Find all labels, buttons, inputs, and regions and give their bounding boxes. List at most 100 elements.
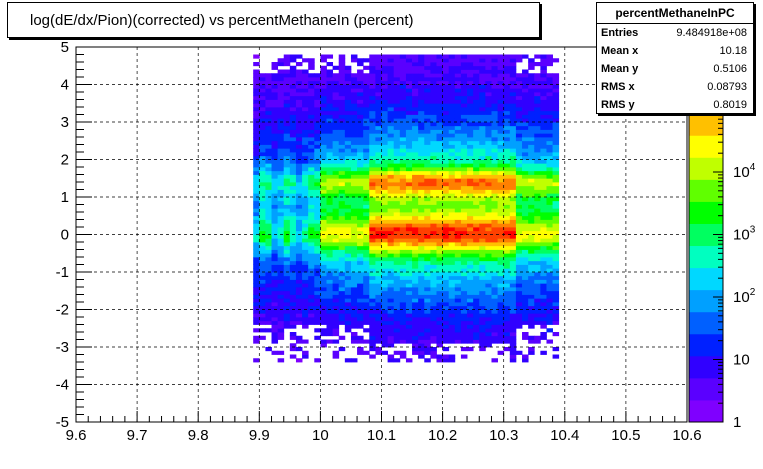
heatmap-cell bbox=[405, 223, 413, 228]
heatmap-cell bbox=[473, 80, 480, 85]
heatmap-cell bbox=[436, 324, 443, 329]
heatmap-cell bbox=[546, 174, 553, 179]
heatmap-cell bbox=[302, 317, 309, 322]
heatmap-cell bbox=[338, 110, 346, 115]
heatmap-cell bbox=[436, 110, 443, 115]
heatmap-cell bbox=[259, 249, 266, 254]
heatmap-cell bbox=[454, 159, 462, 164]
heatmap-cell bbox=[485, 260, 492, 265]
heatmap-cell bbox=[326, 242, 334, 247]
heatmap-cell bbox=[460, 133, 468, 138]
heatmap-cell bbox=[271, 122, 279, 127]
heatmap-cell bbox=[295, 290, 303, 295]
heatmap-cell bbox=[393, 178, 401, 183]
heatmap-cell bbox=[369, 92, 376, 97]
heatmap-cell bbox=[283, 144, 291, 149]
heatmap-cell bbox=[522, 208, 529, 213]
heatmap-cell bbox=[357, 159, 364, 164]
heatmap-cell bbox=[253, 122, 260, 127]
heatmap-cell bbox=[302, 302, 309, 307]
heatmap-cell bbox=[363, 99, 370, 104]
heatmap-cell bbox=[399, 272, 407, 277]
heatmap-cell bbox=[412, 92, 419, 97]
heatmap-cell bbox=[454, 170, 462, 175]
heatmap-cell bbox=[265, 103, 272, 108]
heatmap-cell bbox=[277, 167, 285, 172]
heatmap-cell bbox=[357, 92, 364, 97]
heatmap-cell bbox=[522, 80, 529, 85]
heatmap-cell bbox=[314, 155, 321, 160]
heatmap-cell bbox=[528, 65, 535, 70]
heatmap-cell bbox=[405, 197, 413, 202]
heatmap-cell bbox=[271, 290, 279, 295]
heatmap-cell bbox=[332, 88, 340, 93]
heatmap-cell bbox=[302, 148, 309, 153]
heatmap-cell bbox=[295, 84, 303, 89]
heatmap-cell bbox=[381, 253, 389, 258]
heatmap-cell bbox=[522, 185, 529, 190]
heatmap-cell bbox=[399, 215, 407, 220]
heatmap-cell bbox=[308, 73, 315, 78]
heatmap-cell bbox=[454, 320, 462, 325]
heatmap-cell bbox=[448, 73, 456, 78]
heatmap-cell bbox=[393, 230, 401, 235]
heatmap-cell bbox=[332, 309, 340, 314]
heatmap-cell bbox=[540, 92, 547, 97]
heatmap-cell bbox=[338, 69, 346, 74]
heatmap-cell bbox=[448, 283, 456, 288]
heatmap-cell bbox=[338, 290, 346, 295]
heatmap-cell bbox=[357, 313, 364, 318]
heatmap-cell bbox=[528, 84, 535, 89]
heatmap-cell bbox=[430, 257, 437, 262]
heatmap-cell bbox=[454, 118, 462, 123]
heatmap-cell bbox=[381, 114, 389, 119]
heatmap-cell bbox=[265, 122, 272, 127]
heatmap-cell bbox=[430, 144, 437, 149]
heatmap-cell bbox=[430, 320, 437, 325]
heatmap-cell bbox=[308, 215, 315, 220]
heatmap-cell bbox=[534, 212, 541, 217]
heatmap-cell bbox=[387, 69, 395, 74]
heatmap-cell bbox=[442, 335, 450, 340]
heatmap-cell bbox=[393, 268, 401, 273]
heatmap-cell bbox=[363, 178, 370, 183]
heatmap-cell bbox=[442, 92, 450, 97]
y-tick-label: 5 bbox=[61, 39, 69, 56]
heatmap-cell bbox=[314, 253, 321, 258]
heatmap-cell bbox=[399, 77, 407, 82]
heatmap-cell bbox=[448, 238, 456, 243]
heatmap-cell bbox=[338, 313, 346, 318]
heatmap-cell bbox=[381, 122, 389, 127]
heatmap-cell bbox=[509, 230, 517, 235]
heatmap-cell bbox=[399, 65, 407, 70]
heatmap-cell bbox=[430, 260, 437, 265]
heatmap-cell bbox=[418, 264, 425, 269]
heatmap-cell bbox=[509, 298, 517, 303]
heatmap-cell bbox=[412, 155, 419, 160]
heatmap-cell bbox=[295, 92, 303, 97]
heatmap-cell bbox=[295, 54, 303, 59]
heatmap-cell bbox=[485, 103, 492, 108]
heatmap-cell bbox=[357, 163, 364, 168]
heatmap-cell bbox=[393, 99, 401, 104]
heatmap-cell bbox=[528, 137, 535, 142]
heatmap-cell bbox=[350, 197, 358, 202]
heatmap-cell bbox=[265, 294, 272, 299]
heatmap-cell bbox=[405, 283, 413, 288]
heatmap-cell bbox=[399, 200, 407, 205]
heatmap-cell bbox=[509, 80, 517, 85]
heatmap-cell bbox=[399, 249, 407, 254]
heatmap-cell bbox=[289, 223, 297, 228]
heatmap-cell bbox=[320, 332, 327, 337]
heatmap-cell bbox=[289, 253, 297, 258]
heatmap-cell bbox=[497, 253, 505, 258]
heatmap-cell bbox=[308, 264, 315, 269]
heatmap-cell bbox=[424, 212, 431, 217]
heatmap-cell bbox=[265, 320, 272, 325]
heatmap-cell bbox=[546, 144, 553, 149]
heatmap-cell bbox=[302, 99, 309, 104]
heatmap-cell bbox=[320, 309, 327, 314]
heatmap-cell bbox=[503, 320, 511, 325]
heatmap-cell bbox=[552, 272, 560, 277]
heatmap-cell bbox=[295, 227, 303, 232]
